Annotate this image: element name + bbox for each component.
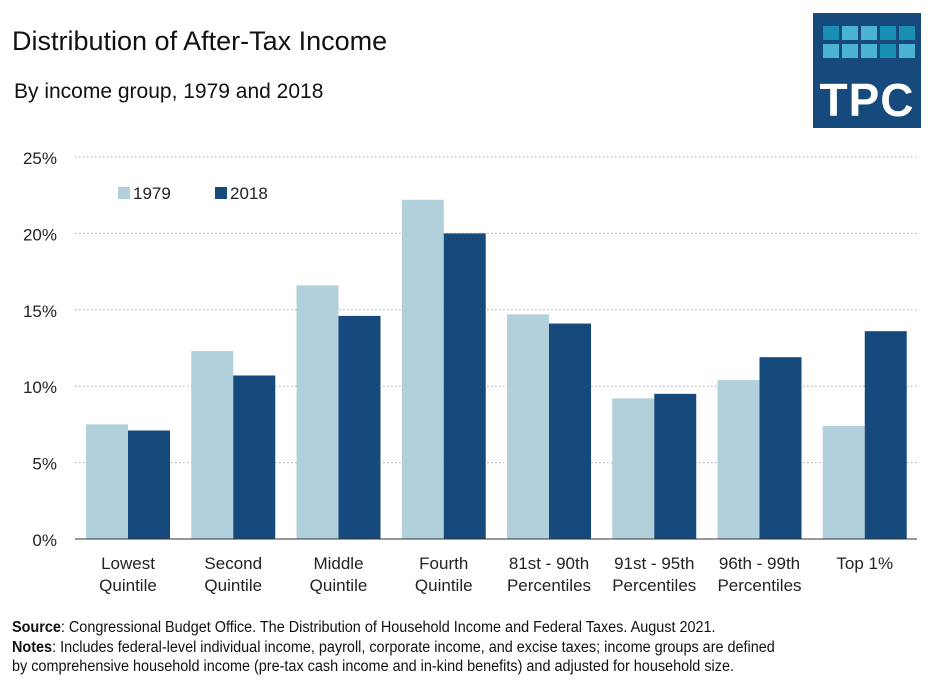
bar-1979 <box>717 380 760 539</box>
x-tick-label: Percentiles <box>717 576 801 595</box>
logo-square <box>880 26 896 40</box>
logo-square <box>861 44 877 58</box>
notes-text-1: : Includes federal-level individual inco… <box>52 639 775 656</box>
source-text: : Congressional Budget Office. The Distr… <box>60 619 716 636</box>
bar-1979 <box>822 425 865 539</box>
logo-square <box>842 26 858 40</box>
x-tick-label: Quintile <box>415 576 473 595</box>
bar-2018 <box>338 315 381 539</box>
bar-2018 <box>864 331 907 539</box>
bar-1979 <box>401 199 444 539</box>
bar-2018 <box>654 393 697 539</box>
y-tick-label: 15% <box>23 302 57 321</box>
logo-square <box>899 26 915 40</box>
x-tick-label: Percentiles <box>507 576 591 595</box>
y-tick-label: 25% <box>23 149 57 168</box>
source-label: Source <box>12 619 61 636</box>
bar-chart: 0% 5% 10% 15% 20% 25% Lowest Quintile Second Quin… <box>23 149 917 595</box>
bar-2018 <box>549 323 591 539</box>
y-tick-label: 20% <box>23 225 57 244</box>
legend-swatch-2018 <box>215 187 227 199</box>
y-tick-label: 5% <box>32 455 57 474</box>
x-tick-label: Quintile <box>99 576 157 595</box>
legend-swatch-1979 <box>118 187 130 199</box>
bar-2018 <box>443 233 486 539</box>
bar-2018 <box>128 430 170 539</box>
tpc-logo: TPC <box>813 13 921 128</box>
bar-1979 <box>86 424 128 539</box>
source-note: Source: Congressional Budget Office. The… <box>12 619 716 637</box>
logo-square <box>899 44 915 58</box>
bar-1979 <box>612 398 655 539</box>
legend-label: 1979 <box>133 184 171 203</box>
notes: Notes: Includes federal-level individual… <box>12 639 775 657</box>
x-tick-label: Middle <box>313 554 363 573</box>
x-tick-label: Quintile <box>204 576 262 595</box>
notes-text-2: by comprehensive household income (pre-t… <box>12 658 734 675</box>
logo-square <box>842 44 858 58</box>
x-tick-label: Top 1% <box>836 554 893 573</box>
x-tick-label: Percentiles <box>612 576 696 595</box>
x-tick-label: 81st - 90th <box>509 554 589 573</box>
x-tick-label: Quintile <box>310 576 368 595</box>
logo-text: TPC <box>819 74 915 126</box>
chart-title: Distribution of After-Tax Income <box>12 26 388 56</box>
x-tick-label: Lowest <box>101 554 155 573</box>
bar-1979 <box>191 351 234 539</box>
notes-continued: by comprehensive household income (pre-t… <box>12 658 734 676</box>
y-tick-label: 0% <box>32 531 57 550</box>
notes-label: Notes <box>12 639 53 656</box>
logo-square <box>823 26 839 40</box>
bar-1979 <box>507 314 549 539</box>
x-tick-label: Second <box>204 554 262 573</box>
logo-square <box>823 44 839 58</box>
bar-2018 <box>233 375 276 539</box>
logo-square <box>880 44 896 58</box>
y-tick-label: 10% <box>23 378 57 397</box>
chart-subtitle: By income group, 1979 and 2018 <box>14 80 324 103</box>
bar-1979 <box>296 285 339 539</box>
legend-label: 2018 <box>230 184 268 203</box>
x-tick-label: 96th - 99th <box>719 554 800 573</box>
x-tick-label: Fourth <box>419 554 468 573</box>
x-tick-label: 91st - 95th <box>614 554 694 573</box>
logo-square <box>861 26 877 40</box>
bar-2018 <box>759 357 802 539</box>
